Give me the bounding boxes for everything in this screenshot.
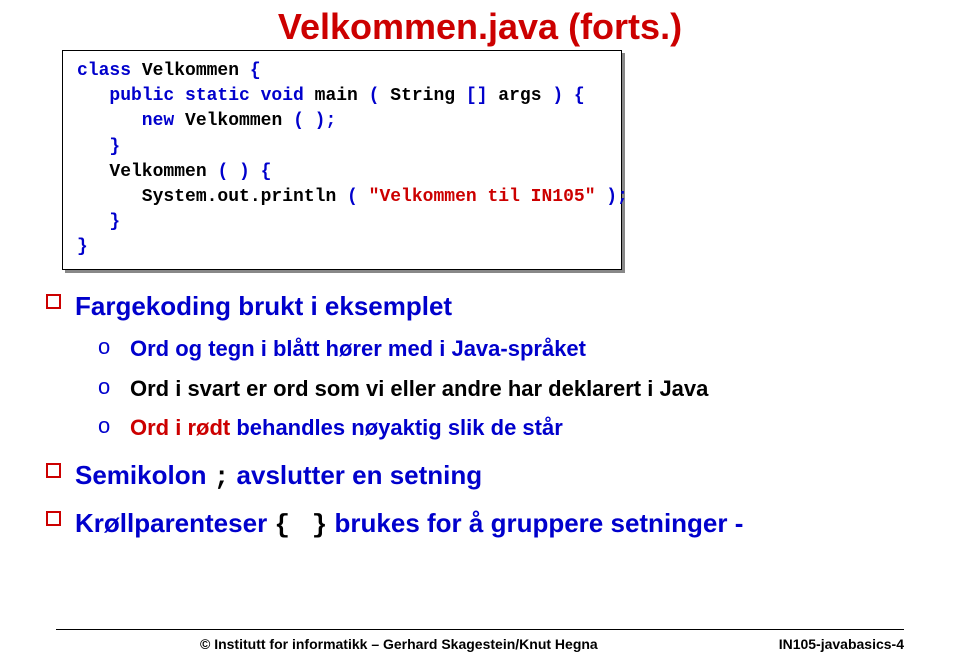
sub-bullet-2: o Ord i svart er ord som vi eller andre … [98, 374, 960, 404]
code-line-2: public static void main ( String [] args… [77, 84, 607, 109]
footer-divider [56, 629, 904, 630]
sub-bullet-1: o Ord og tegn i blått hører med i Java-s… [98, 334, 960, 364]
code-line-7: } [77, 210, 607, 235]
circle-icon: o [98, 413, 116, 439]
code-line-1: class Velkommen { [77, 59, 607, 84]
square-icon [46, 463, 61, 478]
page-title: Velkommen.java (forts.) [0, 0, 960, 48]
code-line-5: Velkommen ( ) { [77, 160, 607, 185]
bullets: Fargekoding brukt i eksemplet o Ord og t… [46, 288, 960, 544]
circle-icon: o [98, 334, 116, 360]
sub-bullet-3-label: Ord i rødt behandles nøyaktig slik de st… [130, 413, 563, 443]
code-line-4: } [77, 135, 607, 160]
bullet-1: Fargekoding brukt i eksemplet [46, 288, 960, 324]
square-icon [46, 511, 61, 526]
bullet-2-label: Semikolon ; avslutter en setning [75, 457, 482, 495]
bullet-1-label: Fargekoding brukt i eksemplet [75, 288, 452, 324]
code-line-8: } [77, 235, 607, 260]
code-line-6: System.out.println ( "Velkommen til IN10… [77, 185, 607, 210]
footer-right: IN105-javabasics-4 [779, 636, 904, 652]
bullet-2: Semikolon ; avslutter en setning [46, 457, 960, 495]
sub-bullet-3: o Ord i rødt behandles nøyaktig slik de … [98, 413, 960, 443]
bullet-3-label: Krøllparenteser { } brukes for å grupper… [75, 505, 743, 543]
sub-bullet-1-label: Ord og tegn i blått hører med i Java-spr… [130, 334, 586, 364]
code-box: class Velkommen { public static void mai… [62, 50, 622, 270]
circle-icon: o [98, 374, 116, 400]
code-line-3: new Velkommen ( ); [77, 109, 607, 134]
bullet-3: Krøllparenteser { } brukes for å grupper… [46, 505, 960, 543]
square-icon [46, 294, 61, 309]
footer-left: © Institutt for informatikk – Gerhard Sk… [200, 636, 598, 652]
sub-bullet-2-label: Ord i svart er ord som vi eller andre ha… [130, 374, 708, 404]
